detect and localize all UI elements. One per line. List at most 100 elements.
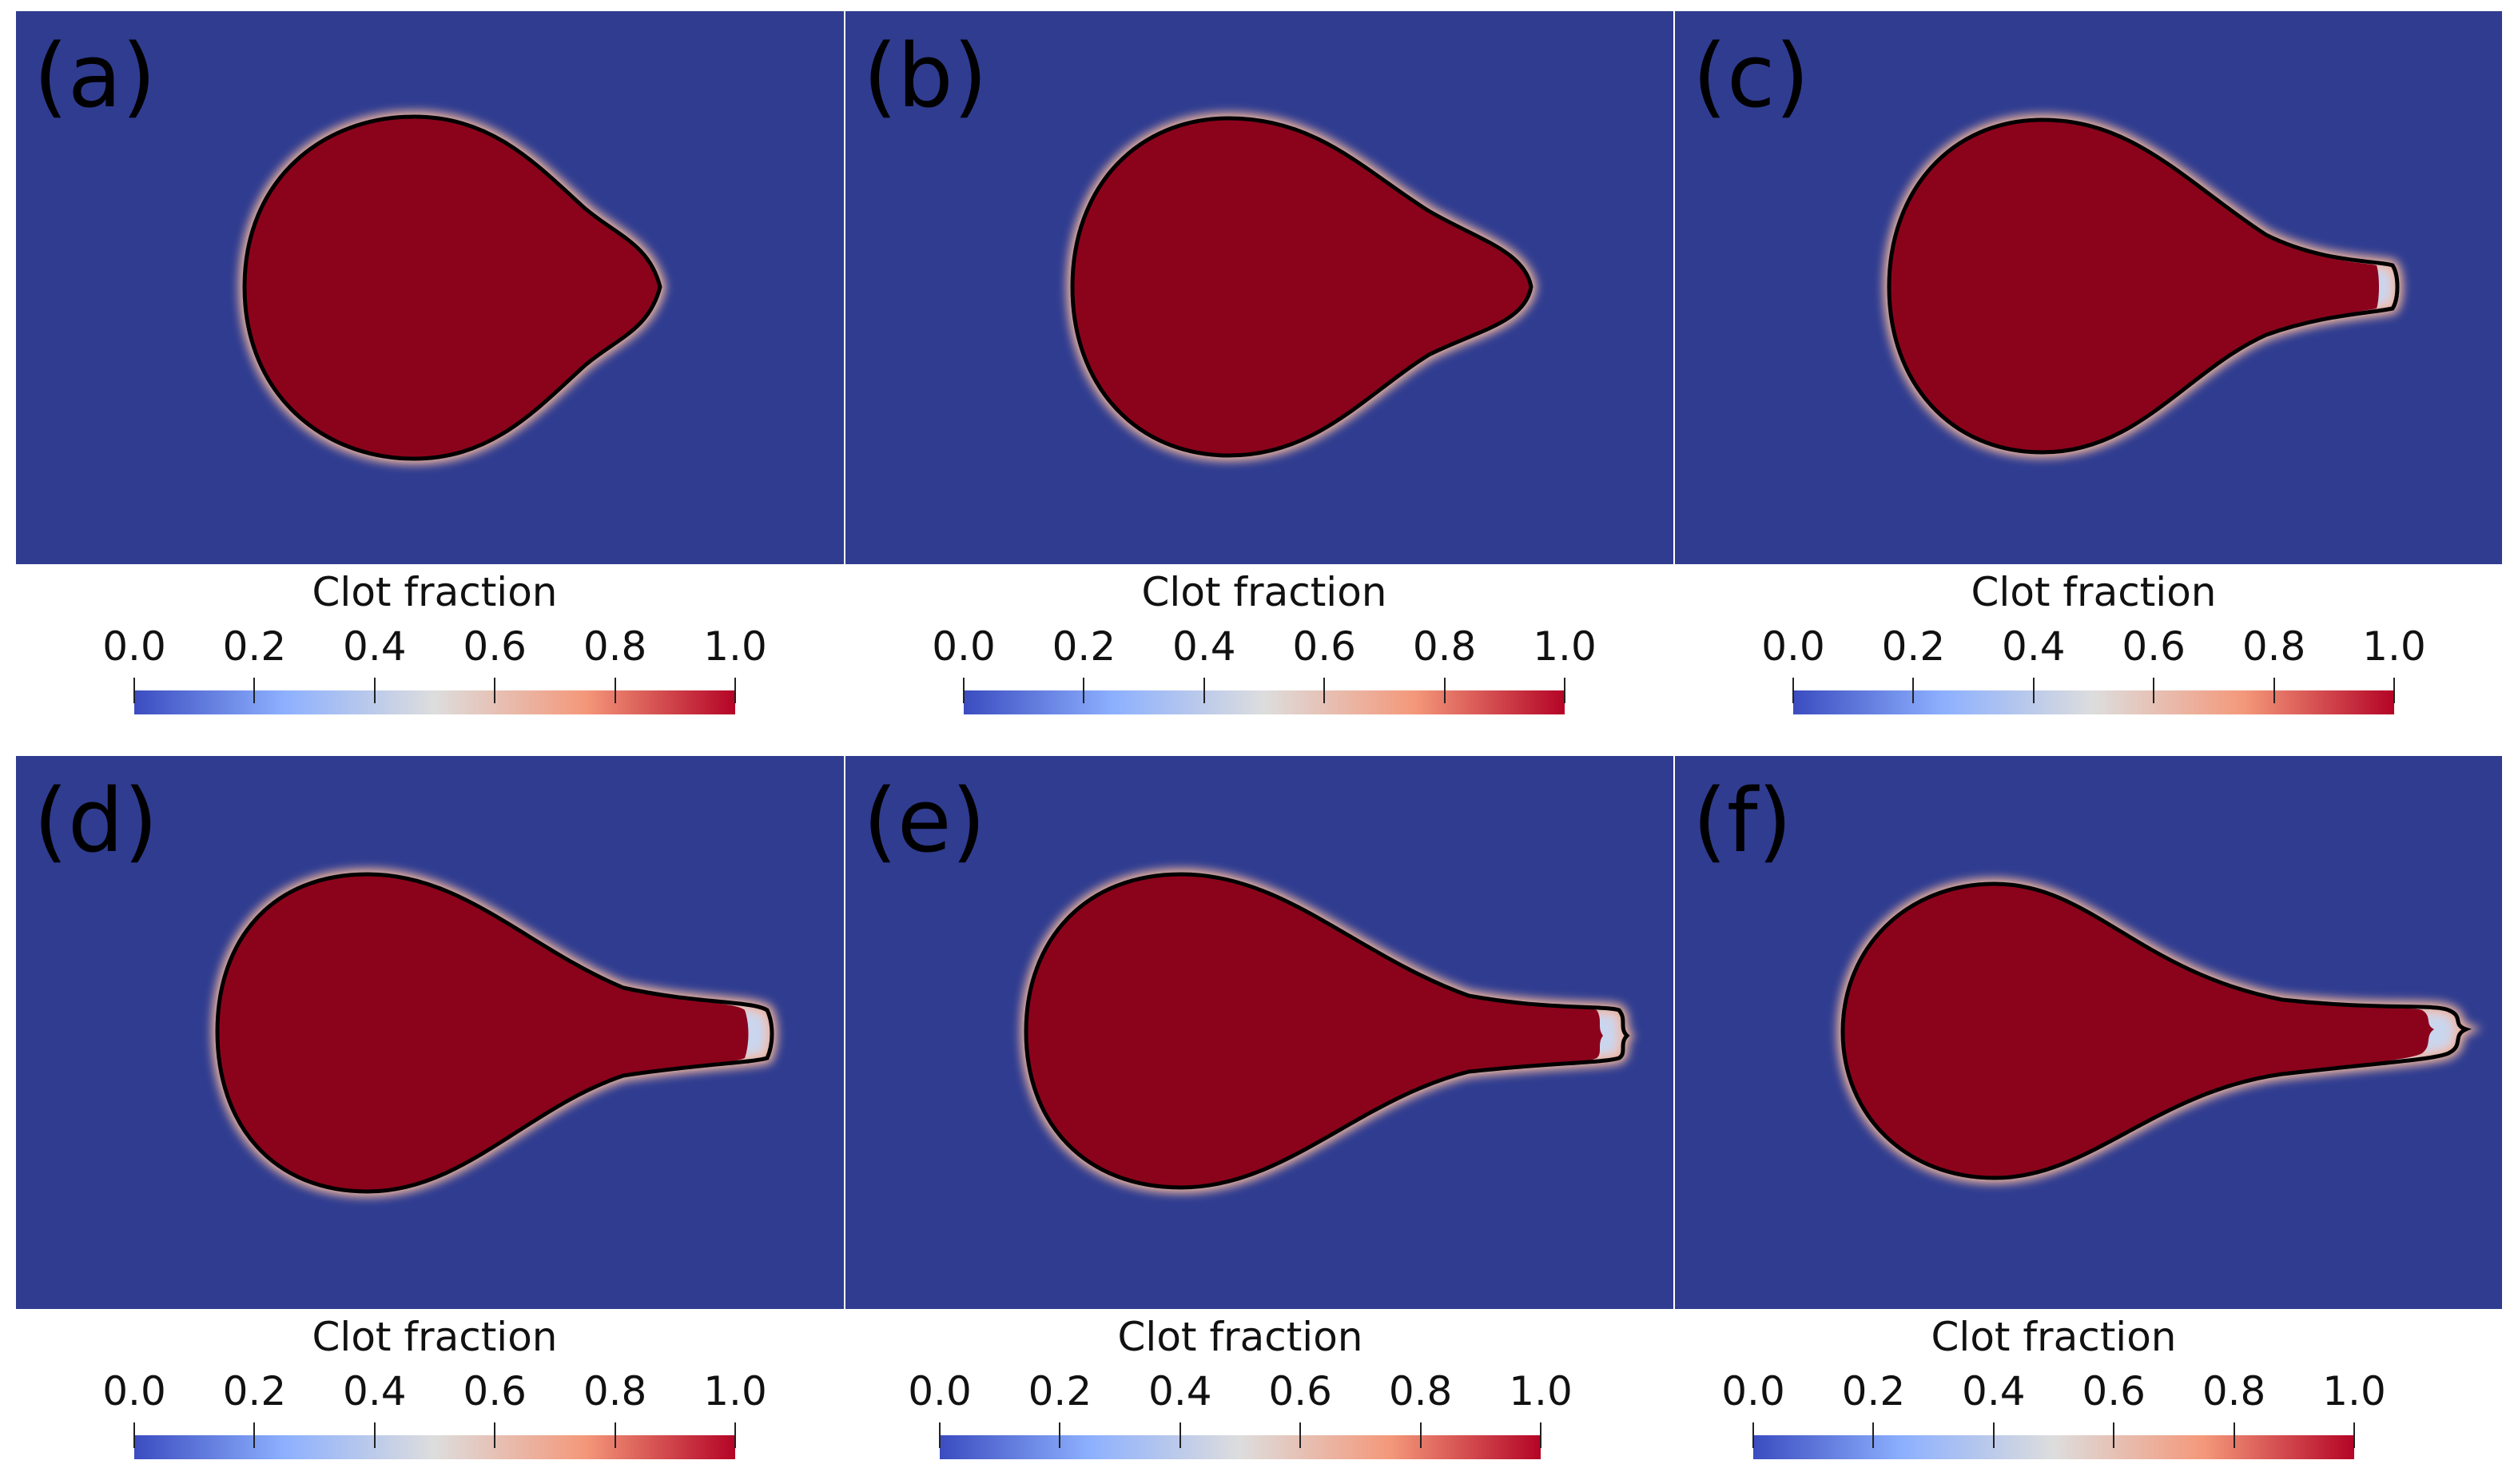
colorbar-tick-mark bbox=[1872, 1422, 1875, 1448]
colorbar-title: Clot fraction bbox=[312, 569, 558, 615]
colorbar-tick-mark bbox=[1179, 1422, 1181, 1448]
panel-e-plot bbox=[845, 756, 1673, 1309]
colorbar-tick-label: 0.4 bbox=[1148, 1368, 1212, 1414]
colorbar-tick-label: 1.0 bbox=[1509, 1368, 1573, 1414]
colorbar-tick-label: 0.2 bbox=[1841, 1368, 1906, 1414]
colorbar-tick-label: 0.6 bbox=[2122, 623, 2186, 670]
colorbar-tick-mark bbox=[373, 1422, 376, 1448]
colorbar-tick-label: 0.6 bbox=[1292, 623, 1356, 670]
colorbar-tick-label: 0.6 bbox=[463, 623, 527, 670]
colorbar-tick-label: 0.8 bbox=[2242, 623, 2306, 670]
colorbar-tick-mark bbox=[1792, 678, 1794, 703]
colorbar-tick-mark bbox=[133, 1422, 135, 1448]
clot-contour bbox=[1840, 881, 2472, 1180]
panel-c: (c) bbox=[1675, 11, 2502, 564]
colorbar-tick-mark bbox=[963, 678, 965, 703]
panel-label-f: (f) bbox=[1693, 770, 1792, 872]
clot-body bbox=[1072, 118, 1531, 456]
panel-a-plot bbox=[16, 11, 844, 564]
colorbar-tick-label: 0.0 bbox=[908, 1368, 972, 1414]
colorbar-tick-label: 0.8 bbox=[2202, 1368, 2266, 1414]
colorbar-tick-mark bbox=[373, 678, 376, 703]
clot-contour bbox=[215, 872, 774, 1194]
colorbar-tick-mark bbox=[1323, 678, 1326, 703]
colorbar-tick-mark bbox=[1203, 678, 1205, 703]
panel-label-a: (a) bbox=[34, 25, 157, 127]
colorbar-e: Clot fraction 0.0 0.2 0.4 0.6 0.8 1.0 bbox=[908, 1314, 1573, 1477]
colorbar-tick-mark bbox=[1752, 1422, 1754, 1448]
panel-e: (e) bbox=[845, 756, 1673, 1309]
colorbar-tick-mark bbox=[734, 678, 736, 703]
colorbar-tick-label: 0.0 bbox=[1761, 623, 1825, 670]
colorbar-tick-label: 0.8 bbox=[1412, 623, 1477, 670]
colorbar-tick-label: 0.6 bbox=[463, 1368, 527, 1414]
colorbar-tick-label: 0.6 bbox=[2082, 1368, 2146, 1414]
clot-body bbox=[1843, 884, 2434, 1178]
colorbar-gradient bbox=[1793, 690, 2394, 714]
colorbar-tick-mark bbox=[2273, 678, 2275, 703]
clot-contour bbox=[1887, 117, 2400, 455]
colorbar-tick-mark bbox=[1564, 678, 1565, 703]
colorbar-tick-mark bbox=[2153, 678, 2155, 703]
colorbar-tick-label: 0.8 bbox=[1388, 1368, 1453, 1414]
colorbar-tick-label: 0.2 bbox=[1881, 623, 1946, 670]
colorbar-tick-mark bbox=[1299, 1422, 1302, 1448]
clot-body bbox=[1026, 874, 1603, 1188]
colorbar-tick-mark bbox=[1443, 678, 1446, 703]
colorbar-tick-label: 1.0 bbox=[1533, 623, 1597, 670]
colorbar-title: Clot fraction bbox=[312, 1314, 558, 1360]
colorbar-tick-label: 0.2 bbox=[222, 1368, 287, 1414]
colorbar-tick-label: 1.0 bbox=[703, 623, 767, 670]
panel-d-plot bbox=[16, 756, 844, 1309]
panel-label-d: (d) bbox=[34, 770, 158, 872]
colorbar-tick-label: 0.0 bbox=[932, 623, 996, 670]
colorbar-tick-mark bbox=[133, 678, 135, 703]
colorbar-title: Clot fraction bbox=[1931, 1314, 2177, 1360]
clot-contour bbox=[1024, 872, 1630, 1190]
colorbar-tick-mark bbox=[614, 678, 616, 703]
panel-label-b: (b) bbox=[863, 25, 988, 127]
panel-b: (b) bbox=[845, 11, 1673, 564]
colorbar-tick-mark bbox=[1992, 1422, 1995, 1448]
panel-c-plot bbox=[1675, 11, 2502, 564]
clot-contour bbox=[1070, 116, 1533, 458]
colorbar-tick-mark bbox=[734, 1422, 736, 1448]
colorbar-tick-label: 0.0 bbox=[102, 623, 166, 670]
colorbar-tick-mark bbox=[2233, 1422, 2235, 1448]
colorbar-tick-mark bbox=[494, 1422, 496, 1448]
colorbar-tick-mark bbox=[1419, 1422, 1422, 1448]
colorbar-gradient bbox=[134, 690, 735, 714]
colorbar-c: Clot fraction 0.0 0.2 0.4 0.6 0.8 1.0 bbox=[1761, 569, 2426, 732]
colorbar-tick-label: 0.4 bbox=[1172, 623, 1236, 670]
colorbar-f: Clot fraction 0.0 0.2 0.4 0.6 0.8 1.0 bbox=[1721, 1314, 2386, 1477]
colorbar-tick-label: 0.4 bbox=[343, 623, 407, 670]
colorbar-gradient bbox=[964, 690, 1565, 714]
clot-body bbox=[217, 874, 749, 1192]
colorbar-tick-label: 1.0 bbox=[2322, 1368, 2386, 1414]
colorbar-gradient bbox=[134, 1435, 735, 1459]
colorbar-tick-label: 0.6 bbox=[1268, 1368, 1332, 1414]
colorbar-tick-mark bbox=[253, 1422, 256, 1448]
clot-body bbox=[245, 117, 660, 459]
colorbar-tick-label: 0.0 bbox=[102, 1368, 166, 1414]
colorbar-tick-label: 0.0 bbox=[1721, 1368, 1785, 1414]
colorbar-tick-label: 0.4 bbox=[2002, 623, 2066, 670]
colorbar-tick-mark bbox=[614, 1422, 616, 1448]
colorbar-tick-mark bbox=[939, 1422, 941, 1448]
colorbar-d: Clot fraction 0.0 0.2 0.4 0.6 0.8 1.0 bbox=[102, 1314, 767, 1477]
colorbar-title: Clot fraction bbox=[1971, 569, 2217, 615]
colorbar-b: Clot fraction 0.0 0.2 0.4 0.6 0.8 1.0 bbox=[932, 572, 1597, 732]
colorbar-tick-label: 0.2 bbox=[1028, 1368, 1092, 1414]
colorbar-tick-mark bbox=[253, 678, 256, 703]
colorbar-tick-label: 1.0 bbox=[2362, 623, 2426, 670]
clot-contour bbox=[242, 114, 662, 461]
colorbar-tick-mark bbox=[2032, 678, 2035, 703]
colorbar-tick-mark bbox=[1083, 678, 1085, 703]
colorbar-gradient bbox=[940, 1435, 1541, 1459]
colorbar-tick-mark bbox=[1912, 678, 1915, 703]
panel-a: (a) bbox=[16, 11, 844, 564]
colorbar-tick-label: 0.8 bbox=[583, 623, 647, 670]
colorbar-tick-mark bbox=[494, 678, 496, 703]
panel-f: (f) bbox=[1675, 756, 2502, 1309]
colorbar-title: Clot fraction bbox=[1117, 1314, 1363, 1360]
